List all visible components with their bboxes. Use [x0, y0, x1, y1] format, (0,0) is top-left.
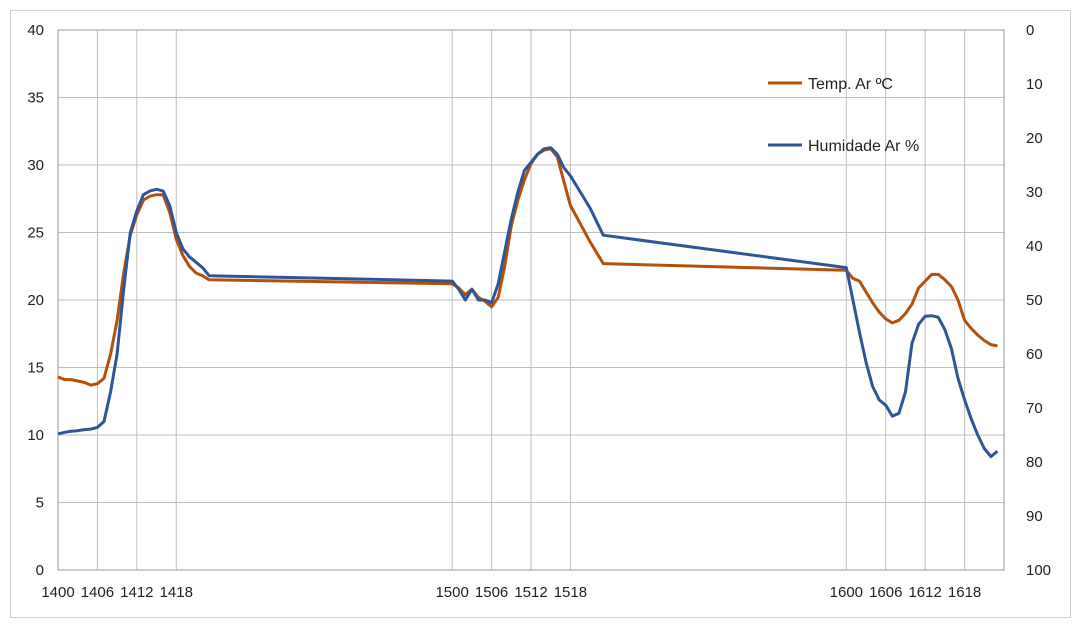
- left-axis-tick-label: 5: [36, 495, 44, 512]
- left-axis-tick-label: 30: [27, 157, 44, 174]
- x-axis-tick-label: 1618: [948, 584, 981, 601]
- left-axis-tick-label: 35: [27, 90, 44, 107]
- right-axis-tick-label: 60: [1026, 346, 1043, 363]
- x-axis-tick-label: 1500: [435, 584, 468, 601]
- x-axis-tick-label: 1412: [120, 584, 153, 601]
- x-axis-tick-labels: 1400 1406 1412 1418 1500 1506 1512 1518 1600 1606…: [41, 584, 981, 601]
- left-axis-tick-label: 10: [27, 427, 44, 444]
- plot-area-border: [57, 29, 1005, 571]
- right-axis-tick-labels: 0 10 20 30 40 50 60 70 80 90 100: [1026, 22, 1051, 579]
- grid-lines: [57, 29, 1004, 571]
- right-axis-tick-label: 50: [1026, 292, 1043, 309]
- x-axis-tick-label: 1406: [81, 584, 114, 601]
- x-axis-tick-label: 1606: [869, 584, 902, 601]
- x-axis-tick-label: 1512: [514, 584, 547, 601]
- left-axis-tick-label: 15: [27, 360, 44, 377]
- right-axis-tick-label: 20: [1026, 130, 1043, 147]
- series-line-humidity: [57, 146, 999, 459]
- left-axis-tick-label: 0: [36, 562, 44, 579]
- right-axis-tick-label: 10: [1026, 76, 1043, 93]
- right-axis-tick-label: 40: [1026, 238, 1043, 255]
- left-axis-tick-label: 25: [27, 225, 44, 242]
- legend-label-temp: Temp. Ar ºC: [808, 76, 893, 93]
- x-axis-tick-label: 1418: [160, 584, 193, 601]
- right-axis-tick-label: 100: [1026, 562, 1051, 579]
- x-axis-tick-label: 1518: [554, 584, 587, 601]
- right-axis-tick-label: 70: [1026, 400, 1043, 417]
- x-axis-tick-label: 1506: [475, 584, 508, 601]
- right-axis-tick-label: 80: [1026, 454, 1043, 471]
- series-line-temp: [57, 147, 998, 387]
- x-axis-tick-label: 1400: [41, 584, 74, 601]
- left-axis-tick-label: 20: [27, 292, 44, 309]
- series-layer: [57, 146, 999, 459]
- right-axis-tick-label: 90: [1026, 508, 1043, 525]
- left-axis-tick-labels: 0 5 10 15 20 25 30 35 40: [27, 22, 44, 579]
- x-axis-tick-label: 1612: [908, 584, 941, 601]
- legend-label-humidity: Humidade Ar %: [808, 138, 919, 155]
- right-axis-tick-label: 30: [1026, 184, 1043, 201]
- right-axis-tick-label: 0: [1026, 22, 1034, 39]
- left-axis-tick-label: 40: [27, 22, 44, 39]
- legend: Temp. Ar ºC Humidade Ar %: [768, 76, 919, 155]
- x-axis-tick-label: 1600: [830, 584, 863, 601]
- chart-frame: [10, 10, 1071, 618]
